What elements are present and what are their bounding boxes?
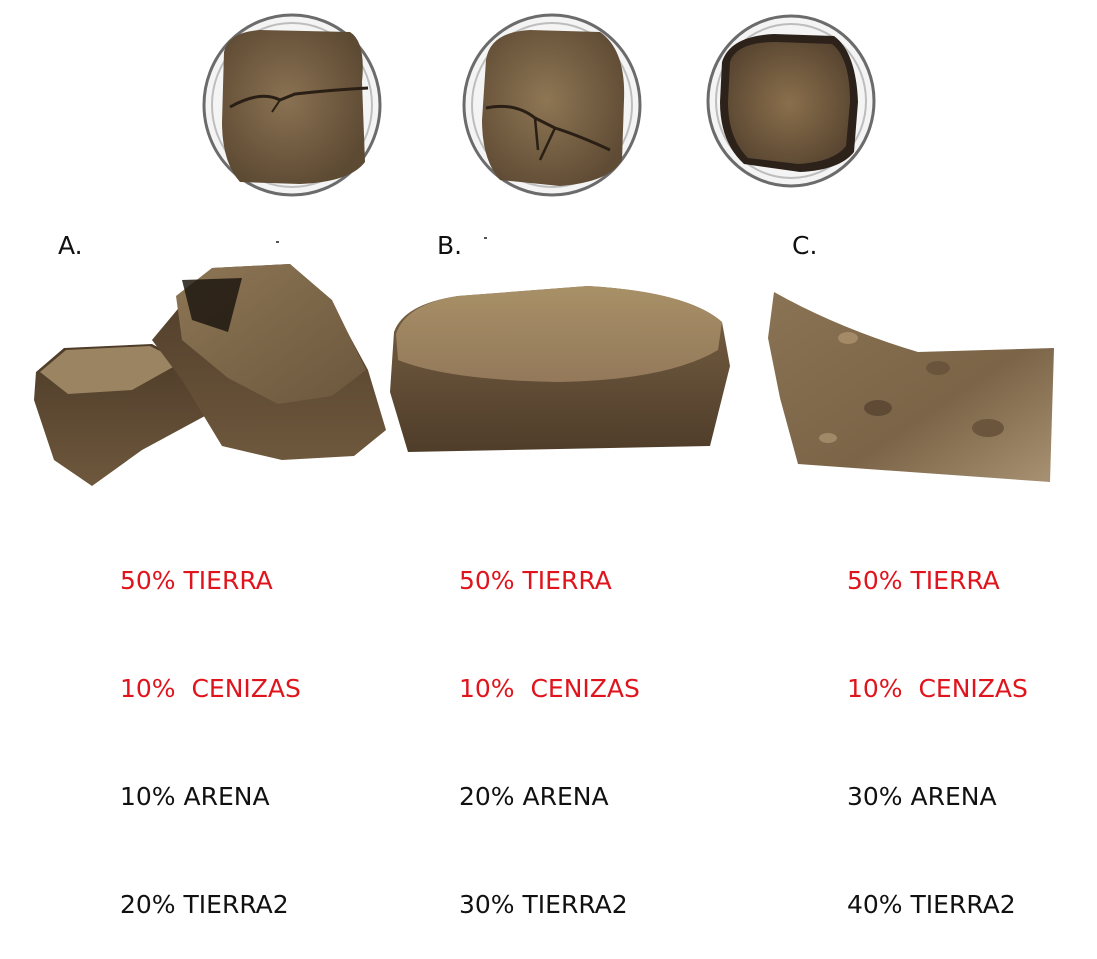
sample-label-c: C.: [792, 231, 818, 260]
composition-legend-b: 50% TIERRA 10% CENIZAS 20% ARENA 30% TIE…: [459, 491, 640, 959]
soil-block-b: [390, 286, 730, 452]
composition-line: 30% TIERRA2: [459, 890, 628, 919]
soil-block-a: [34, 264, 386, 486]
composition-line: 20% TIERRA2: [120, 890, 289, 919]
composition-line: 10% CENIZAS: [459, 674, 640, 703]
composition-line: 50% TIERRA: [459, 566, 612, 595]
sample-label-b: B.: [437, 231, 463, 260]
petri-dish-a: [202, 13, 382, 197]
soil-block-c: [768, 292, 1054, 482]
composition-legend-a: 50% TIERRA 10% CENIZAS 10% ARENA 20% TIE…: [120, 491, 301, 959]
sample-label-a: A.: [58, 231, 83, 260]
composition-line: 10% ARENA: [120, 782, 270, 811]
speck: [276, 241, 279, 243]
composition-line: 40% TIERRA2: [847, 890, 1016, 919]
petri-dish-c: [706, 14, 876, 188]
petri-dish-b: [462, 13, 642, 197]
composition-line: 10% CENIZAS: [120, 674, 301, 703]
composition-line: 30% ARENA: [847, 782, 997, 811]
composition-line: 20% ARENA: [459, 782, 609, 811]
composition-line: 10% CENIZAS: [847, 674, 1028, 703]
composition-line: 50% TIERRA: [120, 566, 273, 595]
speck: [484, 237, 487, 239]
composition-line: 50% TIERRA: [847, 566, 1000, 595]
composition-legend-c: 50% TIERRA 10% CENIZAS 30% ARENA 40% TIE…: [847, 491, 1028, 959]
